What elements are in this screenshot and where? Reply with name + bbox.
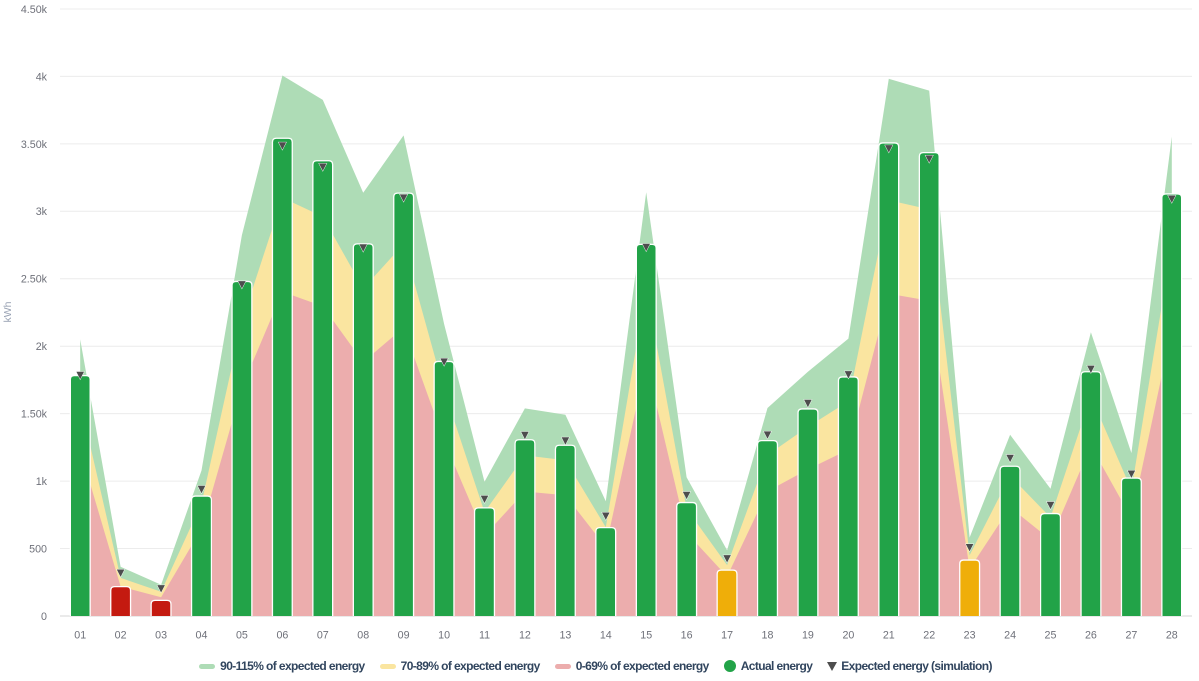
svg-text:4k: 4k — [36, 71, 48, 83]
svg-text:24: 24 — [1004, 630, 1016, 642]
svg-text:1.50k: 1.50k — [21, 409, 48, 421]
svg-text:07: 07 — [317, 630, 329, 642]
svg-text:2.50k: 2.50k — [21, 274, 48, 286]
svg-text:27: 27 — [1125, 630, 1137, 642]
svg-text:08: 08 — [357, 630, 369, 642]
svg-text:1k: 1k — [36, 476, 48, 488]
svg-text:19: 19 — [802, 630, 814, 642]
svg-text:28: 28 — [1166, 630, 1178, 642]
svg-text:3k: 3k — [36, 206, 48, 218]
svg-text:02: 02 — [115, 630, 127, 642]
svg-text:21: 21 — [883, 630, 895, 642]
svg-text:25: 25 — [1045, 630, 1057, 642]
svg-text:14: 14 — [600, 630, 612, 642]
svg-text:kWh: kWh — [2, 301, 14, 322]
svg-text:03: 03 — [155, 630, 167, 642]
svg-text:15: 15 — [640, 630, 652, 642]
svg-text:26: 26 — [1085, 630, 1097, 642]
svg-text:10: 10 — [438, 630, 450, 642]
svg-text:13: 13 — [559, 630, 571, 642]
svg-text:4.50k: 4.50k — [21, 4, 48, 16]
svg-text:500: 500 — [29, 543, 47, 555]
svg-text:20: 20 — [842, 630, 854, 642]
svg-text:17: 17 — [721, 630, 733, 642]
svg-text:04: 04 — [196, 630, 208, 642]
svg-text:16: 16 — [681, 630, 693, 642]
svg-text:22: 22 — [923, 630, 935, 642]
svg-text:12: 12 — [519, 630, 531, 642]
svg-text:3.50k: 3.50k — [21, 139, 48, 151]
svg-text:01: 01 — [74, 630, 86, 642]
svg-text:0: 0 — [41, 611, 47, 623]
svg-text:2k: 2k — [36, 341, 48, 353]
svg-text:05: 05 — [236, 630, 248, 642]
svg-text:18: 18 — [762, 630, 774, 642]
svg-text:09: 09 — [398, 630, 410, 642]
svg-text:23: 23 — [964, 630, 976, 642]
svg-text:06: 06 — [276, 630, 288, 642]
svg-text:11: 11 — [479, 630, 490, 642]
